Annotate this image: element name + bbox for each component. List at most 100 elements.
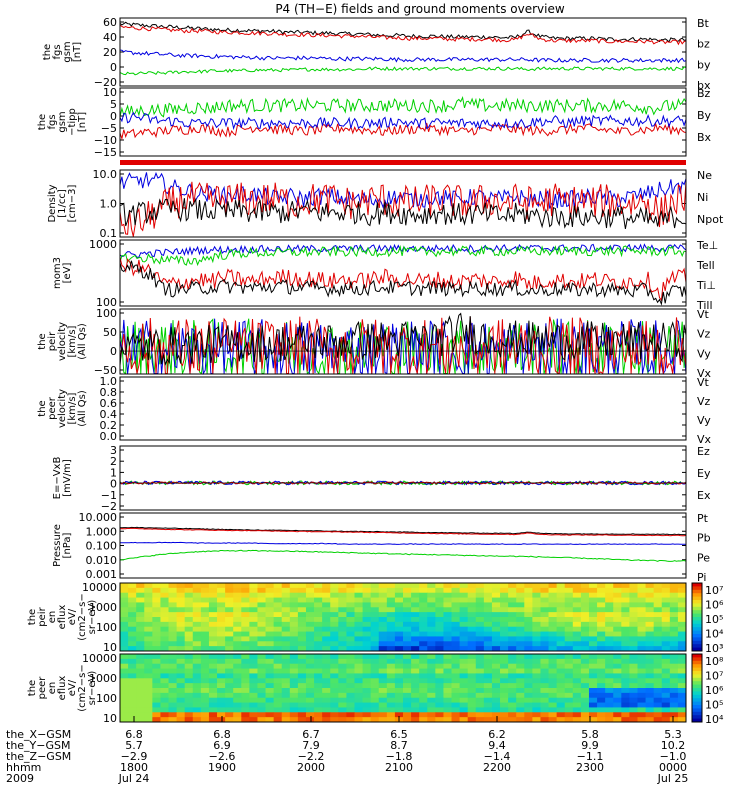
legend-label: Bz [697, 87, 711, 100]
spectrogram-cell [451, 607, 460, 613]
spectrogram-cell [516, 592, 525, 598]
spectrogram-cell [144, 583, 153, 589]
y-label-line: fgs [47, 114, 58, 129]
spectrogram-cell [403, 654, 412, 660]
spectrogram-cell [411, 663, 420, 669]
spectrogram-cell [217, 654, 226, 660]
spectrogram-cell [265, 707, 275, 713]
spectrogram-cell [370, 587, 380, 594]
spectrogram-cell [249, 654, 258, 660]
spectrogram-cell [257, 587, 266, 594]
spectrogram-cell [637, 702, 646, 708]
spectrogram-cell [629, 631, 638, 637]
spectrogram-cell [564, 683, 574, 689]
spectrogram-cell [192, 658, 202, 665]
colorbar-segment [692, 644, 702, 648]
spectrogram-cell [192, 597, 202, 603]
spectrogram-cell [556, 688, 566, 694]
spectrogram-cell [508, 646, 517, 652]
spectrogram-cell [548, 646, 558, 652]
spectrogram-cell [200, 592, 210, 598]
spectrogram-cell [653, 602, 663, 608]
spectrogram-cell [322, 626, 331, 632]
spectrogram-cell [524, 678, 533, 684]
spectrogram-cell [459, 697, 469, 703]
spectrogram-cell [613, 626, 622, 632]
spectrogram-cell [483, 668, 493, 674]
y-label-line: the [42, 44, 53, 60]
spectrogram-cell [217, 717, 226, 723]
spectrogram-cell [451, 612, 460, 618]
spectrogram-cell [613, 641, 622, 647]
spectrogram-cell [354, 602, 363, 608]
spectrogram-cell [305, 712, 315, 718]
spectrogram-cell [459, 641, 469, 647]
spectrogram-cell [669, 654, 679, 660]
spectrogram-cell [532, 692, 541, 699]
panel-frame [119, 512, 687, 579]
spectrogram-cell [378, 692, 388, 699]
spectrogram-cell [297, 678, 307, 684]
spectrogram-cell [136, 717, 145, 723]
spectrogram-cell [176, 602, 186, 608]
spectrogram-cell [208, 646, 218, 652]
spectrogram-cell [629, 612, 638, 618]
spectrogram-cell [160, 583, 169, 589]
spectrogram-cell [403, 583, 412, 589]
spectrogram-cell [265, 612, 275, 618]
spectrogram-cell [184, 712, 194, 718]
y-axis-label: Density [1/cc] [cm−3] [47, 184, 78, 222]
spectrogram-cell [572, 663, 582, 669]
spectrogram-cell [233, 607, 242, 613]
spectrogram-cell [168, 626, 177, 632]
spectrogram-cell [564, 583, 574, 589]
spectrogram-cell [257, 702, 266, 708]
series-Bz [119, 122, 687, 141]
spectrogram-cell [427, 592, 436, 598]
spectrogram-cell [184, 612, 194, 618]
legend-label: Pi [697, 571, 706, 584]
spectrogram-cell [427, 612, 436, 618]
colorbar-segment [692, 603, 702, 608]
spectrogram-cell [621, 631, 630, 637]
spectrogram-cell [540, 712, 549, 718]
spectrogram-cell [208, 626, 218, 632]
spectrogram-cell [669, 646, 679, 652]
spectrogram-cell [257, 646, 266, 652]
spectrogram-cell [403, 641, 412, 647]
spectrogram-cell [265, 631, 275, 637]
spectrogram-cell [192, 697, 202, 703]
spectrogram-cell [160, 697, 169, 703]
spectrogram-cell [128, 612, 137, 618]
spectrogram-cell [548, 621, 558, 628]
spectrogram-cell [289, 602, 299, 608]
spectrogram-cell [427, 636, 436, 642]
y-axis-label: Pressure [nPa] [52, 524, 73, 567]
spectrogram-cell [152, 692, 161, 699]
spectrogram-cell [597, 641, 606, 647]
spectrogram-cell [588, 636, 598, 642]
colorbar-segment [692, 640, 702, 645]
spectrogram-cell [168, 587, 177, 594]
spectrogram-cell [540, 702, 549, 708]
spectrogram-cell [225, 663, 234, 669]
spectrogram-cell [160, 702, 169, 708]
spectrogram-cell [200, 673, 210, 679]
spectrogram-cell [386, 597, 396, 603]
spectrogram-cell [669, 617, 679, 623]
spectrogram-cell [459, 663, 469, 669]
spectrogram-cell [200, 717, 210, 723]
spectrogram-cell [532, 583, 541, 589]
spectrogram-cell [459, 702, 469, 708]
colorbar-segment [692, 593, 702, 597]
spectrogram-cell [677, 678, 687, 684]
spectrogram-cell [572, 607, 582, 613]
spectrogram-cell [289, 607, 299, 613]
spectrogram-cell [241, 697, 250, 703]
spectrogram-cell [233, 583, 242, 589]
spectrogram-cell [176, 597, 186, 603]
spectrogram-cell [217, 602, 226, 608]
spectrogram-cell [225, 688, 234, 694]
